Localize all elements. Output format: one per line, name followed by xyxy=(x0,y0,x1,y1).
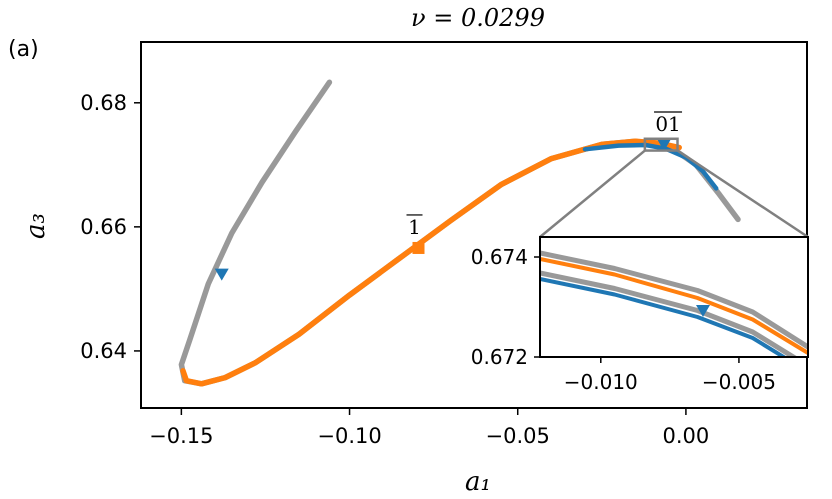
panel-label: (a) xyxy=(8,37,39,62)
marker-triangle-down-2 xyxy=(657,138,672,151)
x-tick-label-1: −0.10 xyxy=(317,424,381,448)
inset-marker-triangle-down-0 xyxy=(696,305,711,317)
inset-y-tick-label-1: 0.674 xyxy=(471,245,528,269)
zoom-connector-right xyxy=(676,149,809,239)
inset-series-line-blue-3 xyxy=(540,277,788,357)
inset-series-line-gray-0 xyxy=(540,250,808,350)
x-tick-label-2: −0.05 xyxy=(486,424,550,448)
marker-label-1: 1 xyxy=(408,215,421,239)
series-line-blue-2 xyxy=(582,142,719,191)
zoom-connector-group xyxy=(539,149,809,239)
marker-triangle-down-0 xyxy=(214,268,229,281)
inset-series-line-orange-1 xyxy=(540,257,808,355)
x-tick-label-3: 0.00 xyxy=(663,424,710,448)
inset-series-group xyxy=(540,250,808,357)
zoom-box xyxy=(643,137,679,152)
main-plot-area: 1 01 −0.15 −0.10 −0.05 0.00 0.64 0.66 0.68 xyxy=(80,41,808,448)
inset-x-tick-label-0: −0.010 xyxy=(564,370,638,394)
inset-series-line-gray-2 xyxy=(540,270,799,357)
zoom-connector-left xyxy=(539,149,646,238)
inset-frame xyxy=(539,236,809,358)
inset-x-tick-label-1: −0.005 xyxy=(702,370,776,394)
inset-y-tick-label-0: 0.672 xyxy=(471,345,528,369)
x-axis-label: a₁ xyxy=(465,467,491,497)
marker-label-2: 01 xyxy=(655,112,680,136)
y-tick-label-1: 0.66 xyxy=(80,215,127,239)
y-tick-label-2: 0.68 xyxy=(80,91,127,115)
y-tick-label-0: 0.64 xyxy=(80,339,127,363)
series-line-orange-1 xyxy=(180,138,682,387)
y-axis-label: a₃ xyxy=(21,213,51,239)
inset-plot-area: −0.010 −0.005 0.672 0.674 xyxy=(471,236,809,394)
chart-title: ν = 0.0299 xyxy=(411,4,545,32)
main-plot-frame xyxy=(140,41,808,409)
marker-square-1 xyxy=(412,241,425,254)
x-tick-label-0: −0.15 xyxy=(149,424,213,448)
